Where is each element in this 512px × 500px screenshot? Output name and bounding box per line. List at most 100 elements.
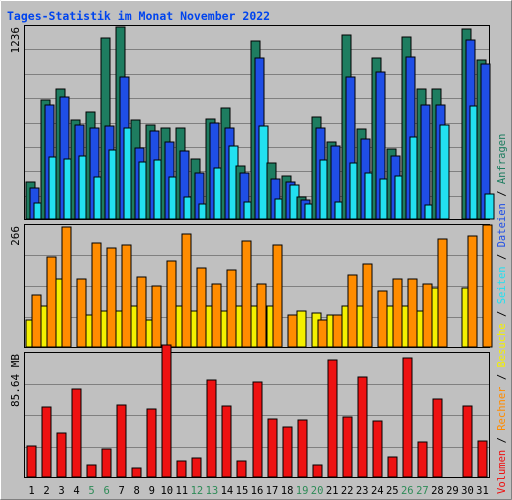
bar-rechner-day-10: [166, 260, 177, 348]
x-tick-label-day-18: 18: [281, 485, 294, 497]
x-tick-label-day-6: 6: [104, 485, 110, 497]
bar-volumen-day-20: [312, 464, 323, 478]
bar-volumen-day-1: [26, 445, 37, 478]
bar-besuche-day-19: [296, 310, 307, 348]
x-tick-label-day-9: 9: [149, 485, 155, 497]
bar-rechner-day-1: [31, 294, 42, 348]
bar-seiten-day-31: [484, 193, 495, 220]
x-tick-label-day-12: 12: [191, 485, 204, 497]
x-tick-label-day-11: 11: [175, 485, 188, 497]
chart-title: Tages-Statistik im Monat November 2022: [7, 9, 270, 23]
legend-separator: /: [496, 368, 508, 387]
bar-volumen-day-15: [236, 460, 247, 478]
x-tick-label-day-5: 5: [88, 485, 94, 497]
x-tick-label-day-29: 29: [446, 485, 459, 497]
bar-volumen-day-13: [206, 379, 217, 478]
bar-volumen-day-19: [297, 419, 308, 478]
y-max-label-middle: 266: [9, 226, 22, 246]
bar-volumen-day-4: [71, 388, 82, 478]
bar-rechner-day-15: [241, 240, 252, 348]
bar-rechner-day-9: [151, 285, 162, 348]
bar-volumen-day-30: [462, 405, 473, 478]
bar-volumen-day-9: [146, 408, 157, 478]
x-tick-label-day-27: 27: [416, 485, 429, 497]
bar-volumen-day-11: [176, 460, 187, 478]
x-tick-label-day-30: 30: [461, 485, 474, 497]
bar-rechner-day-13: [211, 283, 222, 348]
legend-item-dateien: Dateien: [496, 203, 508, 247]
bar-rechner-day-11: [181, 233, 192, 348]
bar-volumen-day-24: [372, 420, 383, 478]
x-tick-label-day-4: 4: [73, 485, 79, 497]
bar-rechner-day-5: [91, 242, 102, 348]
x-tick-label-day-14: 14: [221, 485, 234, 497]
bar-rechner-day-22: [347, 274, 358, 348]
bar-rechner-day-23: [362, 263, 373, 348]
legend-item-volumen: Volumen: [496, 450, 508, 494]
bar-volumen-day-14: [221, 405, 232, 478]
bar-rechner-day-25: [392, 278, 403, 348]
legend-item-seiten: Seiten: [496, 266, 508, 304]
x-tick-label-day-22: 22: [341, 485, 354, 497]
bar-rechner-day-17: [272, 244, 283, 348]
x-tick-label-day-26: 26: [401, 485, 414, 497]
x-tick-label-day-19: 19: [296, 485, 309, 497]
x-tick-label-day-15: 15: [236, 485, 249, 497]
bar-dateien-day-27: [420, 104, 431, 220]
x-tick-label-day-31: 31: [476, 485, 489, 497]
legend-separator: /: [496, 247, 508, 266]
x-tick-label-day-25: 25: [386, 485, 399, 497]
bar-seiten-day-28: [439, 124, 450, 220]
bar-rechner-day-14: [226, 269, 237, 348]
bar-volumen-day-28: [432, 398, 443, 478]
legend-right: Volumen / Rechner / Besuche / Seiten / D…: [496, 134, 508, 494]
bar-rechner-day-28: [437, 238, 448, 348]
x-tick-label-day-28: 28: [431, 485, 444, 497]
bar-rechner-day-27: [422, 283, 433, 348]
bar-volumen-day-18: [282, 426, 293, 478]
bar-volumen-day-3: [56, 432, 67, 478]
bar-rechner-day-31: [482, 224, 493, 348]
y-max-label-bottom: 85.64 MB: [9, 354, 22, 407]
bar-rechner-day-8: [136, 276, 147, 348]
x-tick-label-day-3: 3: [58, 485, 64, 497]
y-max-label-top: 1236: [9, 27, 22, 54]
bar-volumen-day-8: [131, 467, 142, 478]
x-tick-label-day-16: 16: [251, 485, 264, 497]
bar-volumen-day-21: [327, 359, 338, 478]
bar-rechner-day-20: [317, 319, 328, 348]
bar-volumen-day-31: [477, 440, 488, 478]
bar-volumen-day-7: [116, 404, 127, 478]
x-tick-label-day-23: 23: [356, 485, 369, 497]
bar-volumen-day-2: [41, 406, 52, 478]
bar-rechner-day-30: [467, 235, 478, 348]
bar-volumen-day-23: [357, 376, 368, 478]
bar-volumen-day-17: [267, 418, 278, 478]
x-tick-label-day-7: 7: [119, 485, 125, 497]
legend-item-anfragen: Anfragen: [496, 134, 508, 185]
bar-volumen-day-16: [252, 381, 263, 478]
bar-rechner-day-2: [46, 256, 57, 348]
bar-volumen-day-27: [417, 441, 428, 478]
bar-rechner-day-3: [61, 226, 72, 348]
bar-volumen-day-26: [402, 357, 413, 478]
bar-rechner-day-18: [287, 314, 298, 348]
x-tick-label-day-8: 8: [134, 485, 140, 497]
bar-volumen-day-22: [342, 416, 353, 478]
x-tick-label-day-10: 10: [160, 485, 173, 497]
x-tick-label-day-20: 20: [311, 485, 324, 497]
bar-volumen-day-12: [191, 457, 202, 478]
legend-separator: /: [496, 304, 508, 323]
x-tick-label-day-13: 13: [206, 485, 219, 497]
legend-item-rechner: Rechner: [496, 387, 508, 431]
bar-rechner-day-26: [407, 278, 418, 348]
bar-volumen-day-5: [86, 464, 97, 478]
bar-volumen-day-25: [387, 456, 398, 478]
x-tick-label-day-2: 2: [43, 485, 49, 497]
legend-item-besuche: Besuche: [496, 323, 508, 367]
bar-volumen-day-10: [161, 344, 172, 478]
bar-rechner-day-7: [121, 244, 132, 348]
bar-volumen-day-6: [101, 448, 112, 478]
legend-separator: /: [496, 431, 508, 450]
